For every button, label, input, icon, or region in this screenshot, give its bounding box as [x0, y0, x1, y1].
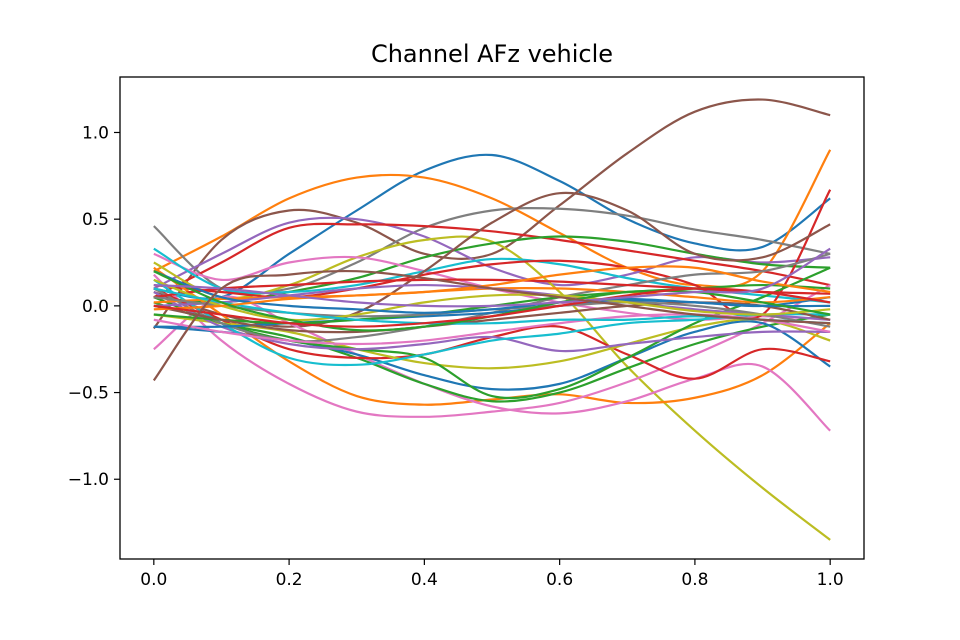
series-line-12 [153, 191, 831, 328]
y-axis: −1.0 −0.5 0.0 0.5 1.0 [68, 123, 120, 490]
series-line-38 [153, 247, 831, 308]
series-line-35 [153, 265, 831, 311]
series-line-13 [153, 266, 831, 406]
series-line-3 [152, 98, 831, 330]
series-line-22 [153, 278, 831, 367]
y-tick-label: 1.0 [82, 123, 109, 143]
y-tick-label: −1.0 [68, 470, 109, 490]
series-line-32 [153, 278, 831, 322]
series-line-14 [153, 273, 831, 418]
series-line-16 [153, 301, 831, 403]
series-layer [152, 98, 832, 541]
x-tick-label: 0.2 [276, 570, 303, 590]
series-line-7 [153, 235, 831, 541]
y-tick-label: 0.0 [82, 297, 109, 317]
series-line-21 [153, 291, 831, 353]
y-tick-label: 0.5 [82, 210, 109, 230]
plot-area-frame [119, 76, 865, 560]
chart-title: Channel AFz vehicle [371, 40, 613, 68]
series-line-37 [153, 287, 831, 328]
series-line-34 [153, 270, 831, 314]
x-tick-label: 0.4 [411, 570, 438, 590]
series-line-1 [153, 153, 831, 300]
x-tick-label: 1.0 [817, 570, 844, 590]
x-tick-label: 0.6 [546, 570, 573, 590]
y-tick-label: −0.5 [68, 384, 109, 404]
x-tick-label: 0.0 [140, 570, 167, 590]
x-tick-label: 0.8 [681, 570, 708, 590]
series-line-6 [153, 222, 831, 299]
x-axis: 0.0 0.2 0.4 0.6 0.8 1.0 [140, 559, 844, 590]
series-line-39 [152, 269, 831, 382]
